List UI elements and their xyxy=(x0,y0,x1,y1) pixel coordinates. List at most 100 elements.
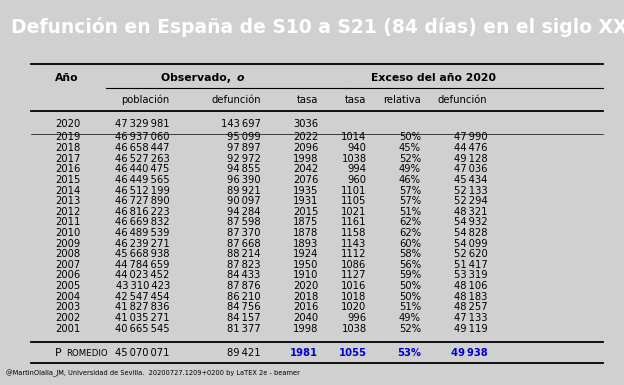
Text: 56%: 56% xyxy=(399,260,421,270)
Text: 996: 996 xyxy=(348,313,366,323)
Text: 51 417: 51 417 xyxy=(454,260,487,270)
Text: 53%: 53% xyxy=(397,348,421,358)
Text: 1910: 1910 xyxy=(293,271,318,281)
Text: 1950: 1950 xyxy=(293,260,318,270)
Text: 3036: 3036 xyxy=(293,119,318,129)
Text: 87 598: 87 598 xyxy=(227,218,261,228)
Text: 1055: 1055 xyxy=(339,348,366,358)
Text: 1038: 1038 xyxy=(341,154,366,164)
Text: 2012: 2012 xyxy=(55,207,80,217)
Text: 1038: 1038 xyxy=(341,323,366,333)
Text: 2004: 2004 xyxy=(55,292,80,302)
Text: 46%: 46% xyxy=(399,175,421,185)
Text: 88 214: 88 214 xyxy=(227,249,261,259)
Text: 47 990: 47 990 xyxy=(454,132,487,142)
Text: 1931: 1931 xyxy=(293,196,318,206)
Text: 1021: 1021 xyxy=(341,207,366,217)
Text: 2001: 2001 xyxy=(55,323,80,333)
Text: defunción: defunción xyxy=(438,95,487,105)
Text: 1998: 1998 xyxy=(293,323,318,333)
Text: 94 855: 94 855 xyxy=(227,164,261,174)
Text: 47 133: 47 133 xyxy=(454,313,487,323)
Text: 94 284: 94 284 xyxy=(227,207,261,217)
Text: 2002: 2002 xyxy=(55,313,80,323)
Text: 87 668: 87 668 xyxy=(227,239,261,249)
Text: 2017: 2017 xyxy=(55,154,80,164)
Text: 2008: 2008 xyxy=(55,249,80,259)
Text: 41 035 271: 41 035 271 xyxy=(115,313,170,323)
Text: 46 449 565: 46 449 565 xyxy=(115,175,170,185)
Text: P: P xyxy=(55,348,62,358)
Text: 1981: 1981 xyxy=(290,348,318,358)
Text: 940: 940 xyxy=(348,143,366,153)
Text: 2014: 2014 xyxy=(55,186,80,196)
Text: 47 036: 47 036 xyxy=(454,164,487,174)
Text: 45 070 071: 45 070 071 xyxy=(115,348,170,358)
Text: 84 756: 84 756 xyxy=(227,302,261,312)
Text: 52 620: 52 620 xyxy=(454,249,487,259)
Text: 2020: 2020 xyxy=(55,119,80,129)
Text: 45 434: 45 434 xyxy=(454,175,487,185)
Text: 44 023 452: 44 023 452 xyxy=(115,271,170,281)
Text: 90 097: 90 097 xyxy=(227,196,261,206)
Text: 50%: 50% xyxy=(399,132,421,142)
Text: población: población xyxy=(122,95,170,105)
Text: 1020: 1020 xyxy=(341,302,366,312)
Text: 97 897: 97 897 xyxy=(227,143,261,153)
Text: 1935: 1935 xyxy=(293,186,318,196)
Text: 52%: 52% xyxy=(399,323,421,333)
Text: 1016: 1016 xyxy=(341,281,366,291)
Text: 2016: 2016 xyxy=(55,164,80,174)
Text: 994: 994 xyxy=(348,164,366,174)
Text: 48 106: 48 106 xyxy=(454,281,487,291)
Text: 1014: 1014 xyxy=(341,132,366,142)
Text: 46 239 271: 46 239 271 xyxy=(115,239,170,249)
Text: 2010: 2010 xyxy=(55,228,80,238)
Text: 1143: 1143 xyxy=(341,239,366,249)
Text: 92 972: 92 972 xyxy=(227,154,261,164)
Text: 2015: 2015 xyxy=(293,207,318,217)
Text: 50%: 50% xyxy=(399,281,421,291)
Text: 2076: 2076 xyxy=(293,175,318,185)
Text: 57%: 57% xyxy=(399,196,421,206)
Text: 143 697: 143 697 xyxy=(221,119,261,129)
Text: 2005: 2005 xyxy=(55,281,80,291)
Text: 46 669 832: 46 669 832 xyxy=(115,218,170,228)
Text: 51%: 51% xyxy=(399,207,421,217)
Text: 46 440 475: 46 440 475 xyxy=(115,164,170,174)
Text: defunción: defunción xyxy=(211,95,261,105)
Text: 1112: 1112 xyxy=(341,249,366,259)
Text: 89 421: 89 421 xyxy=(227,348,261,358)
Text: 87 876: 87 876 xyxy=(227,281,261,291)
Text: 46 727 890: 46 727 890 xyxy=(115,196,170,206)
Text: 1127: 1127 xyxy=(341,271,366,281)
Text: 58%: 58% xyxy=(399,249,421,259)
Text: 44 476: 44 476 xyxy=(454,143,487,153)
Text: 89 921: 89 921 xyxy=(227,186,261,196)
Text: 1161: 1161 xyxy=(341,218,366,228)
Text: 53 319: 53 319 xyxy=(454,271,487,281)
Text: @MartinOlalla_JM, Universidad de Sevilla.  20200727.1209+0200 by LaTEX 2e - beam: @MartinOlalla_JM, Universidad de Sevilla… xyxy=(6,370,300,377)
Text: 43 310 423: 43 310 423 xyxy=(115,281,170,291)
Text: 86 210: 86 210 xyxy=(227,292,261,302)
Text: 1158: 1158 xyxy=(341,228,366,238)
Text: 62%: 62% xyxy=(399,228,421,238)
Text: 62%: 62% xyxy=(399,218,421,228)
Text: 60%: 60% xyxy=(399,239,421,249)
Text: 2022: 2022 xyxy=(293,132,318,142)
Text: 2011: 2011 xyxy=(55,218,80,228)
Text: Exceso del año 2020: Exceso del año 2020 xyxy=(371,73,495,83)
Text: 46 937 060: 46 937 060 xyxy=(115,132,170,142)
Text: 2096: 2096 xyxy=(293,143,318,153)
Text: 47 329 981: 47 329 981 xyxy=(115,119,170,129)
Text: 46 658 447: 46 658 447 xyxy=(115,143,170,153)
Text: 960: 960 xyxy=(348,175,366,185)
Text: 1878: 1878 xyxy=(293,228,318,238)
Text: 84 433: 84 433 xyxy=(227,271,261,281)
Text: 87 370: 87 370 xyxy=(227,228,261,238)
Text: 1018: 1018 xyxy=(341,292,366,302)
Text: 1086: 1086 xyxy=(341,260,366,270)
Text: 48 321: 48 321 xyxy=(454,207,487,217)
Text: 2003: 2003 xyxy=(55,302,80,312)
Text: 54 828: 54 828 xyxy=(454,228,487,238)
